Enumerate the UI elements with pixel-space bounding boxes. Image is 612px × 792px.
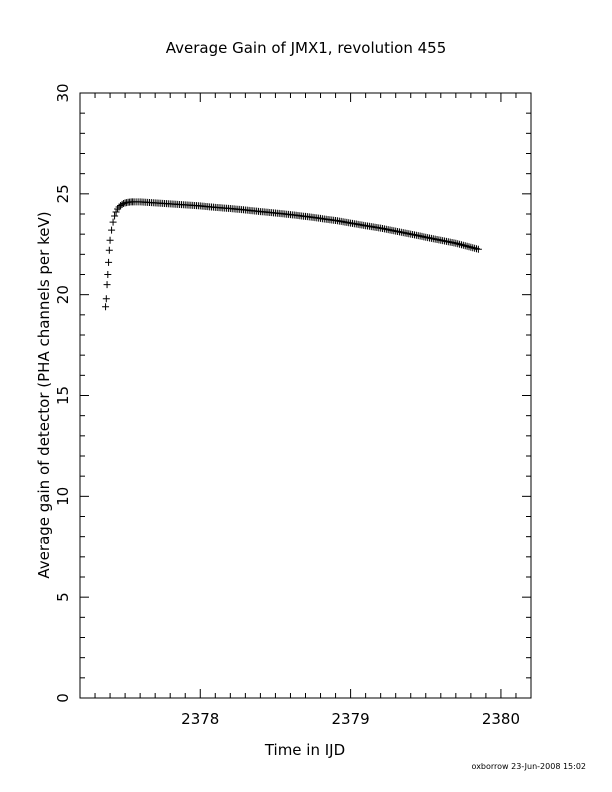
data-points	[102, 198, 482, 311]
footer-credit: oxborrow 23-Jun-2008 15:02	[471, 762, 586, 771]
data-point	[473, 245, 481, 253]
data-point	[103, 281, 111, 289]
chart-title: Average Gain of JMX1, revolution 455	[166, 39, 447, 57]
data-point	[104, 271, 112, 278]
data-point	[469, 244, 477, 252]
data-point	[105, 258, 113, 266]
data-point	[471, 244, 479, 252]
x-tick-label: 2378	[181, 710, 219, 728]
x-tick-label: 2379	[332, 710, 370, 728]
y-tick-label: 10	[54, 487, 72, 506]
data-point	[111, 212, 119, 220]
data-point	[102, 295, 110, 303]
y-axis-label: Average gain of detector (PHA channels p…	[35, 211, 53, 578]
data-point	[112, 208, 120, 216]
y-tick-label: 0	[54, 693, 72, 703]
data-point	[452, 239, 460, 247]
x-axis: 2378 2379 2380	[79, 93, 532, 728]
y-axis: 0 5 10 15 20 25 30	[54, 83, 531, 703]
x-tick-label: 2380	[482, 710, 520, 728]
data-point	[118, 200, 126, 208]
data-point	[463, 242, 471, 250]
data-point	[459, 241, 467, 249]
y-tick-label: 5	[54, 592, 72, 602]
data-point	[106, 236, 114, 244]
data-point	[457, 241, 465, 249]
y-tick-label: 15	[54, 386, 72, 405]
data-point	[454, 240, 462, 248]
y-tick-label: 20	[54, 285, 72, 304]
data-point	[467, 243, 475, 251]
y-tick-label: 25	[54, 184, 72, 203]
x-axis-label: Time in IJD	[264, 741, 345, 759]
plot-frame	[79, 92, 532, 699]
data-point	[105, 246, 113, 254]
data-point	[456, 240, 464, 248]
data-point	[102, 303, 110, 311]
data-point	[109, 218, 117, 226]
y-tick-label: 30	[54, 83, 72, 102]
data-point	[465, 243, 473, 251]
data-point	[461, 242, 469, 250]
data-point	[120, 200, 128, 208]
data-point	[474, 245, 482, 253]
data-point	[108, 226, 116, 234]
